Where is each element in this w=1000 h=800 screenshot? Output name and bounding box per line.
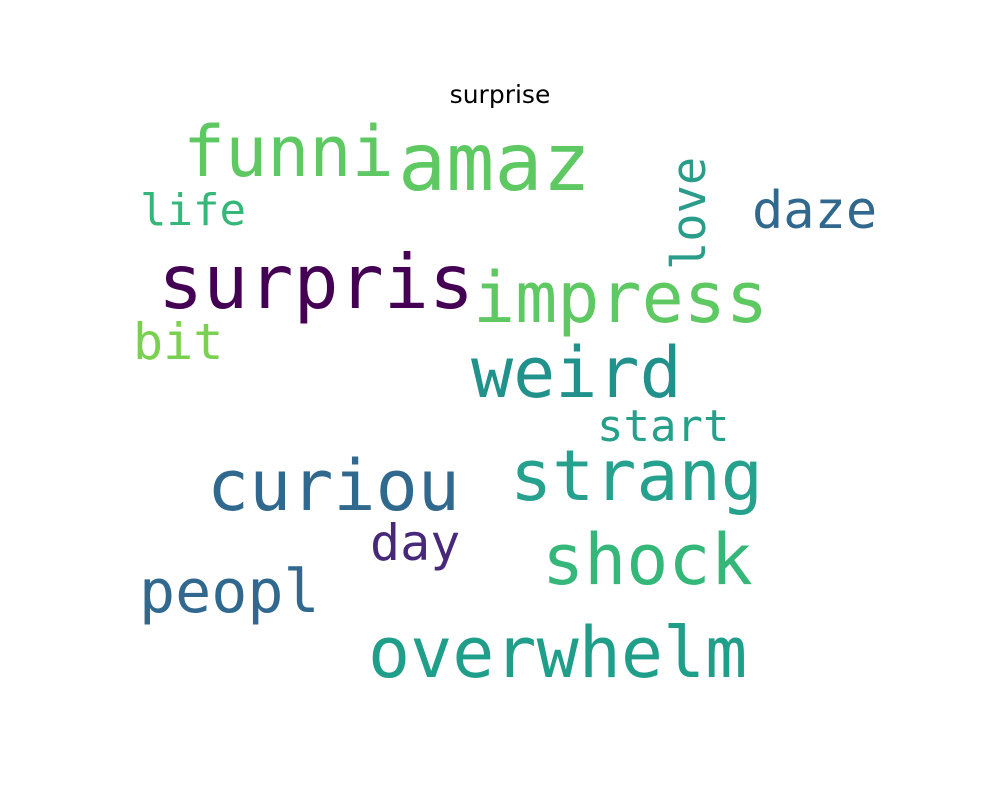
word-start: start bbox=[597, 401, 729, 452]
word-life: life bbox=[140, 185, 246, 236]
word-amaz: amaz bbox=[398, 116, 591, 209]
word-day: day bbox=[370, 514, 460, 572]
word-bit: bit bbox=[133, 313, 223, 371]
word-curiou: curiou bbox=[207, 445, 460, 527]
word-overwhelm: overwhelm bbox=[368, 612, 747, 694]
word-surpris: surpris bbox=[158, 238, 474, 326]
word-impress: impress bbox=[473, 257, 768, 339]
word-daze: daze bbox=[752, 181, 877, 241]
word-shock: shock bbox=[542, 519, 753, 601]
chart-title: surprise bbox=[449, 80, 551, 109]
word-funni: funni bbox=[183, 111, 394, 193]
word-love: love bbox=[662, 157, 717, 270]
word-strang: strang bbox=[510, 435, 763, 517]
word-peopl: peopl bbox=[139, 557, 320, 627]
word-weird: weird bbox=[471, 332, 682, 414]
